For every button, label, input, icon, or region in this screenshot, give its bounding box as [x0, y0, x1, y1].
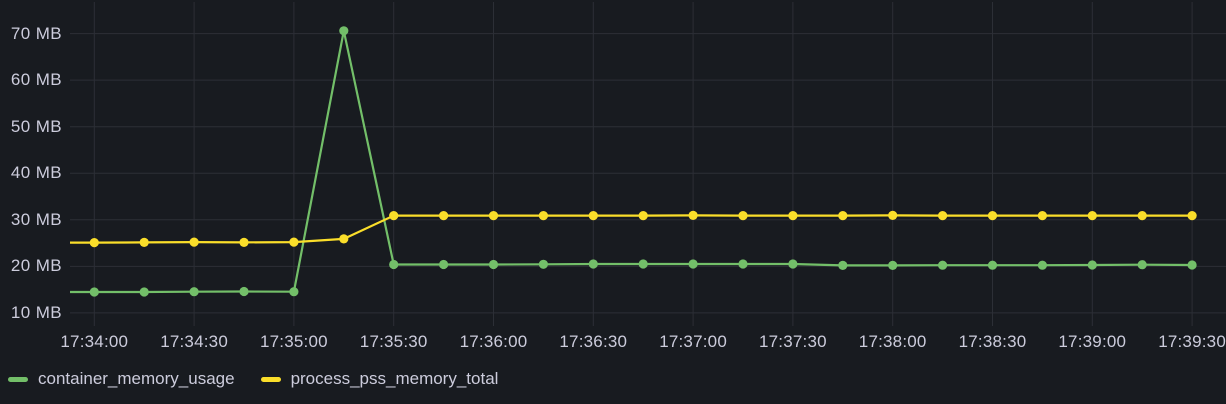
data-point[interactable] [588, 211, 598, 221]
data-point[interactable] [638, 259, 648, 269]
data-point[interactable] [439, 211, 449, 221]
data-point[interactable] [1087, 211, 1097, 221]
data-point[interactable] [488, 259, 499, 270]
legend-item-process-pss-memory-total[interactable]: process_pss_memory_total [260, 369, 499, 389]
x-axis-tick-label: 17:35:30 [359, 332, 428, 351]
data-point[interactable] [339, 26, 349, 36]
y-axis-tick-label: 10 MB [10, 302, 62, 322]
data-point[interactable] [888, 260, 898, 270]
data-point[interactable] [738, 259, 748, 269]
data-point[interactable] [139, 287, 149, 297]
data-point[interactable] [788, 211, 798, 221]
data-point[interactable] [638, 211, 648, 221]
data-point[interactable] [788, 259, 798, 269]
series-container_memory_usage [40, 26, 1197, 297]
series-process_pss_memory_total [40, 210, 1197, 248]
series-line [70, 214, 1194, 244]
x-axis-tick-label: 17:38:30 [958, 332, 1027, 351]
y-axis-tick-label: 20 MB [10, 256, 62, 276]
data-point[interactable] [89, 238, 99, 248]
data-point[interactable] [339, 234, 349, 244]
x-axis-tick-label: 17:34:30 [160, 332, 228, 351]
data-point[interactable] [838, 211, 848, 221]
x-axis-tick-label: 17:38:00 [858, 332, 927, 351]
data-point[interactable] [938, 211, 948, 221]
data-point[interactable] [838, 260, 848, 270]
data-point[interactable] [1137, 260, 1147, 270]
data-point[interactable] [389, 259, 399, 270]
x-axis-tick-label: 17:37:30 [759, 332, 827, 351]
x-axis-tick-label: 17:36:30 [559, 332, 628, 351]
data-point[interactable] [1137, 211, 1147, 221]
data-point[interactable] [1037, 211, 1047, 221]
x-axis-tick-label: 17:39:00 [1058, 332, 1127, 351]
y-axis-tick-label: 70 MB [10, 23, 62, 43]
data-point[interactable] [987, 260, 998, 270]
x-axis-tick-label: 17:35:00 [260, 332, 328, 351]
y-axis-tick-label: 50 MB [10, 116, 62, 136]
data-point[interactable] [987, 211, 998, 221]
data-point[interactable] [189, 287, 199, 297]
legend-item-container-memory-usage[interactable]: container_memory_usage [8, 369, 235, 389]
data-point[interactable] [239, 237, 249, 247]
legend: container_memory_usage process_pss_memor… [8, 367, 498, 391]
data-point[interactable] [40, 287, 49, 296]
legend-series-marker-yellow [260, 376, 281, 382]
data-point[interactable] [1187, 260, 1197, 270]
gridlines [70, 2, 1226, 326]
x-axis-tick-label: 17:37:00 [659, 332, 727, 351]
x-axis-tick-label: 17:36:00 [459, 332, 528, 351]
data-point[interactable] [588, 259, 598, 269]
data-point[interactable] [40, 238, 49, 247]
x-axis-tick-label: 17:39:30 [1158, 332, 1226, 351]
series-line [70, 29, 1194, 294]
y-axis-tick-label: 30 MB [10, 209, 62, 229]
data-point[interactable] [488, 211, 499, 221]
data-point[interactable] [538, 211, 549, 221]
data-point[interactable] [389, 211, 399, 221]
data-point[interactable] [888, 210, 898, 220]
data-point[interactable] [289, 287, 299, 297]
data-point[interactable] [1187, 211, 1197, 221]
data-point[interactable] [738, 211, 748, 221]
data-point[interactable] [1087, 260, 1097, 270]
x-axis-tick-label: 17:34:00 [60, 332, 129, 351]
data-point[interactable] [239, 286, 249, 297]
y-axis-tick-label: 40 MB [10, 163, 62, 183]
data-point[interactable] [938, 260, 948, 270]
y-axis-tick-label: 60 MB [10, 70, 62, 90]
data-point[interactable] [289, 237, 299, 247]
data-point[interactable] [139, 237, 149, 247]
data-point[interactable] [89, 287, 99, 297]
legend-series-marker-green [8, 376, 28, 382]
legend-series-label[interactable]: process_pss_memory_total [290, 369, 499, 388]
data-point[interactable] [189, 237, 199, 247]
data-point[interactable] [688, 259, 698, 269]
legend-series-label[interactable]: container_memory_usage [38, 369, 235, 388]
data-point[interactable] [538, 259, 549, 269]
data-point[interactable] [1037, 260, 1047, 270]
data-point[interactable] [439, 259, 449, 270]
data-point[interactable] [688, 210, 698, 220]
